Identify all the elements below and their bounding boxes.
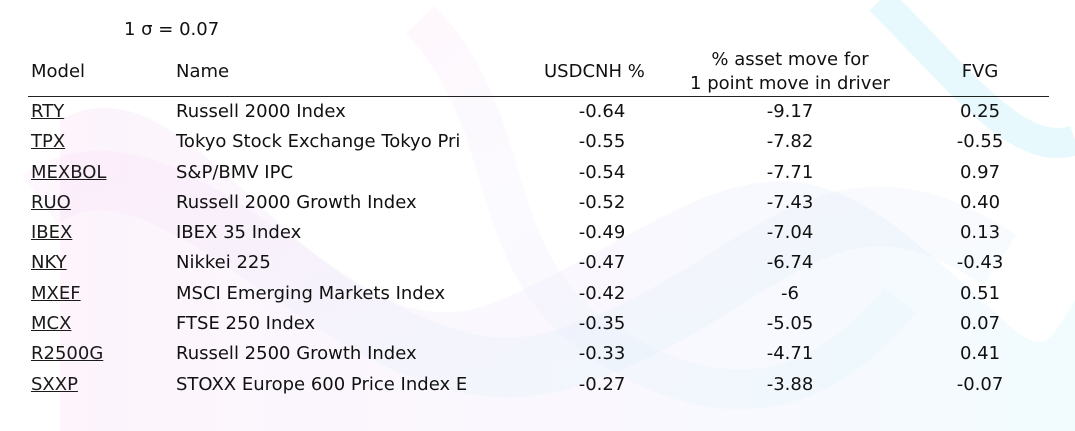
fvg-cell: 0.40 <box>959 191 1001 213</box>
table-row: IBEX IBEX 35 Index -0.49 -7.04 0.13 <box>0 218 1075 248</box>
fvg-cell: 0.13 <box>959 222 1001 244</box>
asset-move-cell: -9.17 <box>766 101 814 122</box>
asset-move-cell: -7.82 <box>766 131 814 153</box>
model-link[interactable]: MEXBOL <box>31 161 107 183</box>
table-row: SXXP STOXX Europe 600 Price Index E -0.2… <box>0 370 1075 400</box>
column-header-usdcnh: USDCNH % <box>544 61 645 82</box>
column-header-name: Name <box>176 61 230 82</box>
column-header-asset-move-line1: % asset move for <box>711 49 869 70</box>
usdcnh-cell: -0.47 <box>578 252 626 274</box>
model-link[interactable]: R2500G <box>31 343 104 365</box>
fvg-cell: 0.51 <box>959 282 1001 304</box>
fvg-cell: -0.55 <box>956 131 1004 153</box>
usdcnh-cell: -0.49 <box>578 222 626 244</box>
table-row: MXEF MSCI Emerging Markets Index -0.42 -… <box>0 279 1075 309</box>
table-row: NKY Nikkei 225 -0.47 -6.74 -0.43 <box>0 248 1075 278</box>
usdcnh-cell: -0.52 <box>578 191 626 213</box>
model-link[interactable]: TPX <box>31 131 66 153</box>
fvg-cell: 0.25 <box>959 101 1001 122</box>
model-link[interactable]: SXXP <box>31 373 78 395</box>
asset-move-cell: -7.43 <box>766 191 814 213</box>
header-divider <box>28 96 1049 97</box>
table-row: R2500G Russell 2500 Growth Index -0.33 -… <box>0 339 1075 369</box>
table-row: RUO Russell 2000 Growth Index -0.52 -7.4… <box>0 188 1075 218</box>
name-cell: Tokyo Stock Exchange Tokyo Pri <box>176 131 461 153</box>
name-cell: Russell 2000 Index <box>176 101 346 122</box>
name-cell: S&P/BMV IPC <box>176 161 294 183</box>
column-header-asset-move-line2: 1 point move in driver <box>690 73 890 94</box>
usdcnh-cell: -0.35 <box>578 313 626 335</box>
model-link[interactable]: MXEF <box>31 282 81 304</box>
fvg-cell: 0.97 <box>959 161 1001 183</box>
model-link[interactable]: NKY <box>31 252 67 274</box>
model-link[interactable]: IBEX <box>31 222 73 244</box>
asset-move-cell: -5.05 <box>766 313 814 335</box>
asset-move-cell: -6 <box>781 282 799 304</box>
name-cell: Russell 2000 Growth Index <box>176 191 417 213</box>
usdcnh-cell: -0.55 <box>578 131 626 153</box>
name-cell: IBEX 35 Index <box>176 222 302 244</box>
name-cell: STOXX Europe 600 Price Index E <box>176 373 468 395</box>
fvg-cell: 0.41 <box>959 343 1001 365</box>
model-link[interactable]: MCX <box>31 313 72 335</box>
column-header-fvg: FVG <box>961 61 999 82</box>
fvg-cell: 0.07 <box>959 313 1001 335</box>
model-link[interactable]: RUO <box>31 191 71 213</box>
asset-move-cell: -3.88 <box>766 373 814 395</box>
asset-move-cell: -7.71 <box>766 161 814 183</box>
model-link[interactable]: RTY <box>31 101 65 122</box>
fvg-cell: -0.07 <box>956 373 1004 395</box>
table-row: RTY Russell 2000 Index -0.64 -9.17 0.25 <box>0 97 1075 127</box>
asset-move-cell: -4.71 <box>766 343 814 365</box>
usdcnh-cell: -0.54 <box>578 161 626 183</box>
asset-move-cell: -7.04 <box>766 222 814 244</box>
fvg-cell: -0.43 <box>956 252 1004 274</box>
table-row: MEXBOL S&P/BMV IPC -0.54 -7.71 0.97 <box>0 158 1075 188</box>
usdcnh-cell: -0.33 <box>578 343 626 365</box>
column-header-asset-move: % asset move for 1 point move in driver <box>670 48 910 96</box>
name-cell: FTSE 250 Index <box>176 313 316 335</box>
table-row: MCX FTSE 250 Index -0.35 -5.05 0.07 <box>0 309 1075 339</box>
usdcnh-cell: -0.64 <box>578 101 626 122</box>
column-header-model: Model <box>31 61 86 82</box>
usdcnh-cell: -0.42 <box>578 282 626 304</box>
name-cell: Russell 2500 Growth Index <box>176 343 417 365</box>
table-row: TPX Tokyo Stock Exchange Tokyo Pri -0.55… <box>0 127 1075 157</box>
asset-move-cell: -6.74 <box>766 252 814 274</box>
name-cell: MSCI Emerging Markets Index <box>176 282 446 304</box>
sigma-label: 1 σ = 0.07 <box>124 19 220 40</box>
name-cell: Nikkei 225 <box>176 252 271 274</box>
usdcnh-cell: -0.27 <box>578 373 626 395</box>
table-body: RTY Russell 2000 Index -0.64 -9.17 0.25 … <box>0 97 1075 400</box>
